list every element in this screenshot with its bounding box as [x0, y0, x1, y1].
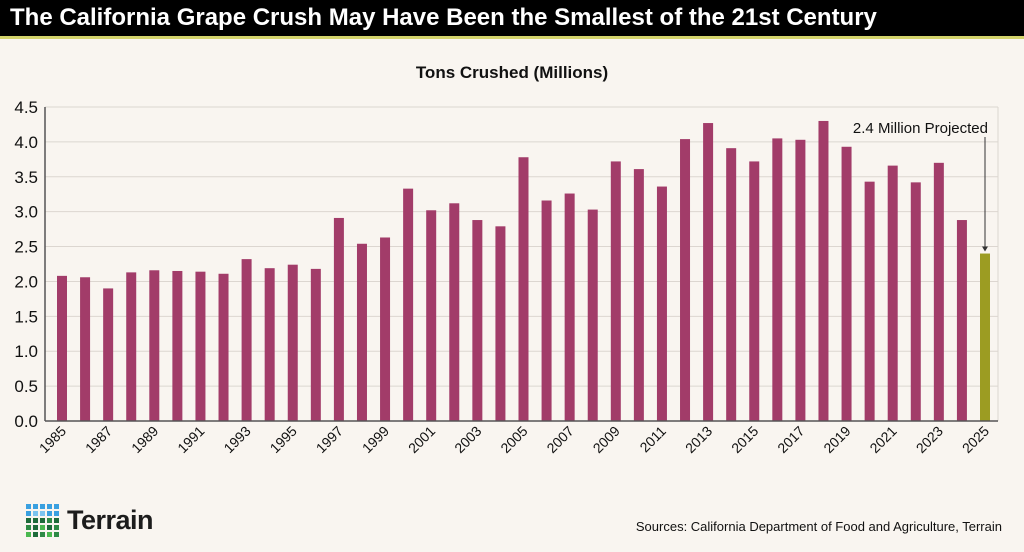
x-tick-label: 2005 [497, 423, 530, 456]
bar-1988 [126, 272, 137, 421]
bar-1986 [80, 277, 91, 421]
y-tick-label: 0.5 [14, 377, 38, 396]
annotation-arrowhead-icon [982, 246, 988, 252]
bar-2007 [564, 193, 575, 421]
bar-1992 [218, 273, 229, 421]
x-tick-label: 1997 [313, 423, 346, 456]
bar-1997 [333, 217, 344, 421]
bar-2004 [495, 226, 506, 421]
y-tick-label: 3.0 [14, 203, 38, 222]
bar-2014 [726, 148, 737, 421]
bar-2012 [680, 139, 691, 421]
bar-1993 [241, 259, 252, 421]
x-tick-label: 1999 [359, 423, 392, 456]
bar-2019 [841, 146, 852, 422]
bar-2016 [772, 138, 783, 421]
x-tick-label: 2015 [728, 423, 761, 456]
annotation-label: 2.4 Million Projected [853, 120, 988, 137]
x-tick-label: 2009 [590, 423, 623, 456]
bar-2008 [587, 209, 598, 421]
bar-2018 [818, 120, 829, 421]
bar-1985 [57, 275, 67, 421]
bar-1998 [356, 243, 367, 421]
bar-1995 [287, 264, 298, 421]
x-tick-label: 1989 [128, 423, 161, 456]
bar-2003 [472, 220, 483, 421]
x-tick-label: 2011 [636, 423, 669, 456]
bar-2000 [403, 188, 414, 421]
x-tick-label: 2025 [959, 423, 992, 456]
bar-2006 [541, 200, 552, 421]
bar-2021 [887, 165, 898, 421]
bar-2024 [956, 220, 967, 421]
x-tick-label: 1993 [220, 423, 253, 456]
logo-dots-icon [26, 504, 59, 537]
x-tick-label: 2017 [774, 423, 807, 456]
source-note: Sources: California Department of Food a… [635, 519, 1002, 534]
y-tick-label: 1.5 [14, 307, 38, 326]
chart-title: Tons Crushed (Millions) [416, 63, 608, 82]
y-tick-label: 3.5 [14, 168, 38, 187]
bar-1994 [264, 268, 275, 421]
bar-1987 [103, 288, 114, 421]
bar-2010 [633, 169, 644, 421]
bar-2023 [933, 162, 944, 422]
bar-2013 [703, 123, 714, 421]
bar-1996 [310, 268, 321, 421]
y-tick-label: 4.0 [14, 133, 38, 152]
x-tick-label: 2007 [543, 423, 576, 456]
title-bar: The California Grape Crush May Have Been… [0, 0, 1024, 39]
bar-2009 [610, 161, 621, 421]
x-tick-label: 2003 [451, 423, 484, 456]
bar-projected-2025 [980, 253, 990, 421]
bar-1991 [195, 271, 206, 421]
bar-2001 [426, 210, 437, 421]
terrain-logo: Terrain [26, 504, 154, 537]
x-tick-label: 2021 [866, 423, 899, 456]
bar-2011 [656, 186, 667, 421]
x-tick-label: 2019 [820, 423, 853, 456]
x-tick-label: 2013 [682, 423, 715, 456]
bar-2015 [749, 161, 760, 421]
x-tick-label: 1995 [267, 423, 300, 456]
x-tick-label: 2001 [405, 423, 438, 456]
bar-2017 [795, 139, 806, 421]
x-tick-label: 1987 [82, 423, 115, 456]
x-tick-label: 1991 [174, 423, 207, 456]
chart-main-title: The California Grape Crush May Have Been… [10, 4, 877, 31]
bar-1990 [172, 270, 183, 421]
bar-1989 [149, 270, 160, 421]
bar-1999 [380, 237, 391, 421]
y-tick-label: 4.5 [14, 98, 38, 117]
x-tick-label: 1985 [36, 423, 69, 456]
y-tick-label: 1.0 [14, 342, 38, 361]
logo-text: Terrain [67, 505, 154, 535]
bar-2022 [910, 182, 921, 421]
bar-2005 [518, 157, 529, 422]
y-tick-label: 2.5 [14, 238, 38, 257]
bar-2020 [864, 181, 875, 421]
y-tick-label: 2.0 [14, 272, 38, 291]
bar-2002 [449, 203, 460, 421]
y-tick-label: 0.0 [14, 412, 38, 431]
x-tick-label: 2023 [913, 423, 946, 456]
